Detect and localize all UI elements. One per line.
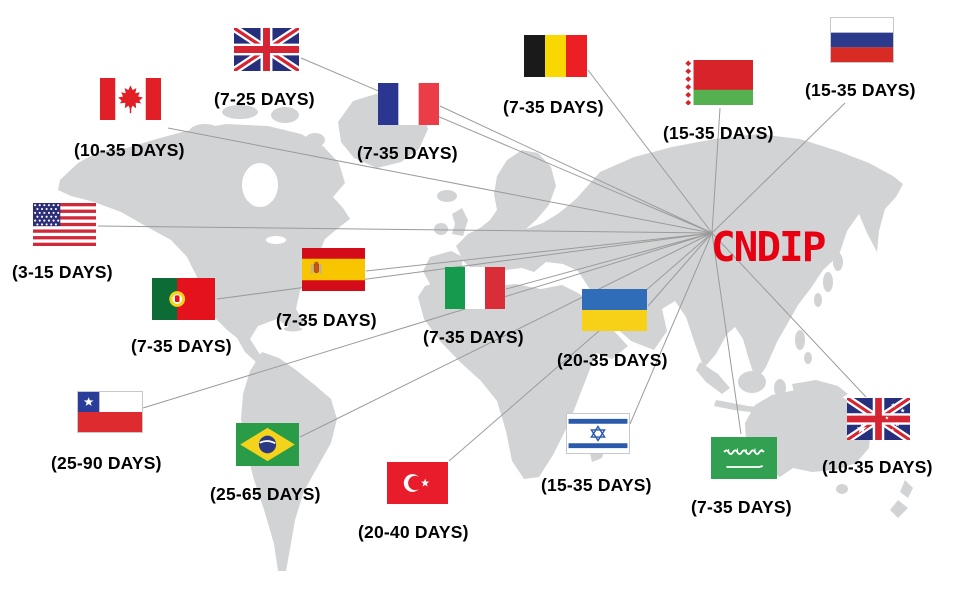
- japan: [814, 293, 822, 307]
- iceland: [437, 190, 457, 202]
- flag-uk: [234, 28, 299, 71]
- shipping-days-brazil: (25-65 DAYS): [210, 484, 321, 504]
- connector-line-belarus: [711, 107, 721, 234]
- continent-eurasia: [456, 134, 903, 381]
- connector-line-ukraine: [647, 232, 713, 307]
- flag-spain: [302, 248, 365, 291]
- connector-line-australia: [711, 232, 867, 398]
- shipping-days-australia: (10-35 DAYS): [822, 457, 933, 477]
- new-zealand: [900, 480, 913, 498]
- flag-saudi_arabia: [711, 437, 777, 479]
- shipping-days-spain: (7-35 DAYS): [276, 310, 377, 330]
- flag-france: [378, 83, 439, 125]
- ireland: [434, 223, 448, 235]
- connector-line-turkey: [448, 232, 713, 462]
- cuba: [284, 326, 302, 332]
- connector-line-brazil: [299, 232, 713, 438]
- connector-line-belgium: [587, 69, 713, 234]
- philippines: [795, 330, 805, 350]
- shipping-days-canada: (10-35 DAYS): [74, 140, 185, 160]
- flag-portugal: [152, 278, 215, 320]
- great-lakes: [266, 236, 286, 244]
- japan: [823, 272, 833, 292]
- flag-ukraine: [582, 289, 647, 331]
- arctic-island: [271, 107, 299, 123]
- shipping-days-belgium: (7-35 DAYS): [503, 97, 604, 117]
- connector-line-portugal: [216, 232, 713, 300]
- shipping-days-turkey: (20-40 DAYS): [358, 522, 469, 542]
- shipping-days-belarus: (15-35 DAYS): [663, 123, 774, 143]
- connector-line-usa: [97, 225, 713, 234]
- flag-australia: [847, 398, 910, 440]
- connector-line-spain: [365, 232, 713, 272]
- connector-line-chile: [142, 232, 713, 409]
- shipping-days-portugal: (7-35 DAYS): [131, 336, 232, 356]
- flag-turkey: [387, 462, 448, 504]
- arctic-island: [189, 124, 221, 140]
- shipping-days-israel: (15-35 DAYS): [541, 475, 652, 495]
- flag-israel: [566, 413, 630, 454]
- japan: [833, 253, 843, 271]
- shipping-days-chile: (25-90 DAYS): [51, 453, 162, 473]
- borneo: [738, 371, 766, 393]
- connector-line-france: [439, 105, 713, 234]
- shipping-days-uk: (7-25 DAYS): [214, 89, 315, 109]
- connector-line-russia: [711, 102, 846, 234]
- shipping-days-saudi_arabia: (7-35 DAYS): [691, 497, 792, 517]
- britain: [452, 208, 468, 236]
- philippines: [804, 352, 812, 364]
- arctic-island: [305, 133, 325, 147]
- flag-italy: [445, 267, 505, 309]
- shipping-days-usa: (3-15 DAYS): [12, 262, 113, 282]
- flag-canada: [100, 78, 161, 120]
- shipping-days-italy: (7-35 DAYS): [423, 327, 524, 347]
- connector-line-italy: [505, 232, 713, 290]
- continent-africa: [418, 280, 628, 479]
- flag-brazil: [236, 423, 299, 466]
- arctic-island: [162, 145, 178, 155]
- flag-chile: [77, 391, 143, 433]
- cndip-label: CNDIP: [711, 223, 826, 271]
- connector-line-israel: [629, 232, 713, 425]
- sumatra: [696, 362, 730, 394]
- connector-line-uk: [300, 57, 713, 234]
- arctic-island: [222, 105, 258, 119]
- connector-line-canada: [167, 127, 713, 234]
- shipping-days-france: (7-35 DAYS): [357, 143, 458, 163]
- new-zealand: [890, 500, 908, 518]
- flag-belgium: [524, 35, 587, 77]
- hudson-bay: [242, 163, 278, 207]
- flag-usa: [33, 203, 96, 246]
- flag-belarus: [683, 60, 753, 105]
- tasmania: [836, 484, 848, 494]
- connector-line-saudi_arabia: [711, 232, 742, 435]
- sulawesi: [774, 379, 786, 397]
- shipping-days-russia: (15-35 DAYS): [805, 80, 916, 100]
- flag-russia: [830, 17, 894, 63]
- shipping-days-ukraine: (20-35 DAYS): [557, 350, 668, 370]
